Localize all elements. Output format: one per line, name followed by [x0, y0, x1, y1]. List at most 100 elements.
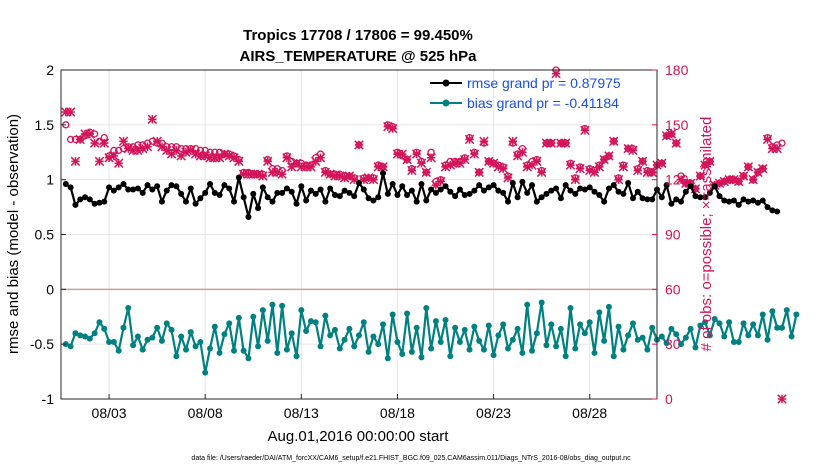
rmse-point	[134, 185, 141, 192]
rmse-point	[173, 183, 180, 190]
rmse-point	[557, 195, 564, 202]
bias-point	[110, 338, 117, 345]
bias-point	[399, 351, 406, 358]
bias-point	[235, 314, 242, 321]
bias-point	[82, 333, 89, 340]
rmse-point	[269, 198, 276, 205]
obs-assimilated-point	[387, 123, 398, 134]
bias-point	[351, 343, 358, 350]
bias-point	[466, 346, 473, 353]
obs-assimilated-point	[705, 156, 715, 167]
obs-assimilated-point	[291, 158, 302, 168]
rmse-point	[298, 183, 305, 190]
bias-point	[211, 323, 218, 330]
obs-assimilated-point	[70, 156, 81, 167]
obs-assimilated-point	[378, 162, 388, 172]
bias-point	[548, 321, 555, 328]
rmse-point	[312, 190, 319, 197]
bias-point	[207, 345, 213, 352]
bias-point	[476, 337, 483, 344]
bias-point	[721, 333, 728, 340]
legend-bias-label: bias grand pr = -0.41184	[467, 95, 619, 111]
obs-assimilated-point	[142, 142, 153, 152]
obs-assimilated-point	[580, 125, 590, 136]
rmse-point	[432, 189, 439, 196]
obs-assimilated-point	[344, 171, 355, 181]
bias-point	[495, 332, 502, 339]
bias-point	[356, 332, 362, 339]
bias-point	[711, 315, 718, 322]
bias-point	[668, 325, 675, 332]
bias-point	[437, 338, 444, 345]
obs-assimilated-point	[464, 134, 475, 145]
bias-point	[77, 332, 84, 339]
rmse-point	[346, 189, 353, 196]
bias-point	[649, 324, 656, 331]
rmse-point	[572, 190, 579, 197]
rmse-point	[682, 188, 689, 195]
rmse-point	[322, 198, 329, 205]
rmse-point	[293, 200, 300, 207]
rmse-point	[620, 190, 627, 197]
bias-point	[72, 330, 79, 337]
bias-point	[413, 324, 420, 331]
bias-point	[557, 325, 564, 332]
bias-point	[322, 312, 329, 319]
obs-assimilated-point	[609, 136, 619, 147]
obs-assimilated-point	[666, 129, 677, 139]
bias-point	[202, 369, 209, 376]
bias-point	[562, 353, 569, 360]
rmse-point	[408, 187, 415, 194]
bias-point	[432, 318, 439, 325]
bias-point	[307, 318, 314, 325]
bias-point	[259, 307, 266, 314]
rmse-bias-lines	[62, 170, 800, 376]
bias-point	[605, 303, 612, 310]
bias-point	[226, 320, 233, 327]
bias-point	[567, 304, 574, 311]
rmse-point	[356, 179, 362, 186]
bias-point	[769, 308, 776, 315]
rmse-point	[601, 198, 608, 205]
obs-assimilated-point	[570, 174, 581, 185]
chart-title: Tropics 17708 / 17806 = 99.450%	[243, 27, 473, 44]
rmse-point	[437, 186, 444, 193]
chart-subtitle: AIRS_TEMPERATURE @ 525 hPa	[240, 48, 478, 65]
rmse-point	[586, 184, 593, 191]
rmse-point	[341, 187, 348, 194]
bias-point	[331, 326, 338, 333]
bias-point	[341, 336, 348, 343]
obs-assimilated-point	[234, 156, 244, 167]
rmse-point	[668, 200, 675, 207]
bias-point	[197, 338, 204, 345]
rmse-point	[380, 170, 387, 177]
rmse-point	[644, 196, 651, 203]
bias-point	[634, 336, 641, 343]
rmse-point	[125, 186, 132, 193]
obs-assimilated-point	[777, 394, 787, 404]
obs-assimilated-point	[416, 158, 427, 168]
rmse-point	[442, 183, 449, 190]
bias-point	[139, 346, 146, 353]
legend: rmse grand pr = 0.87975 bias grand pr = …	[430, 75, 621, 111]
rmse-point	[716, 193, 723, 200]
bias-point	[759, 311, 766, 318]
rmse-point	[548, 187, 555, 194]
y-left-tick-label: 2	[46, 62, 54, 78]
bias-point	[730, 338, 737, 345]
rmse-point	[514, 194, 521, 201]
obs-assimilated-point	[633, 165, 643, 176]
obs-assimilated-point	[186, 145, 196, 156]
obs-assimilated-point	[113, 158, 124, 168]
obs-assimilated-point	[99, 138, 109, 148]
rmse-point	[562, 182, 569, 189]
rmse-point	[538, 194, 545, 201]
rmse-point	[466, 190, 473, 197]
rmse-point	[471, 187, 478, 194]
bias-point	[298, 307, 305, 314]
bias-point	[192, 343, 199, 350]
rmse-point	[625, 179, 632, 186]
obs-possible-point	[66, 135, 75, 144]
rmse-point	[240, 194, 247, 201]
bias-point	[182, 346, 189, 353]
